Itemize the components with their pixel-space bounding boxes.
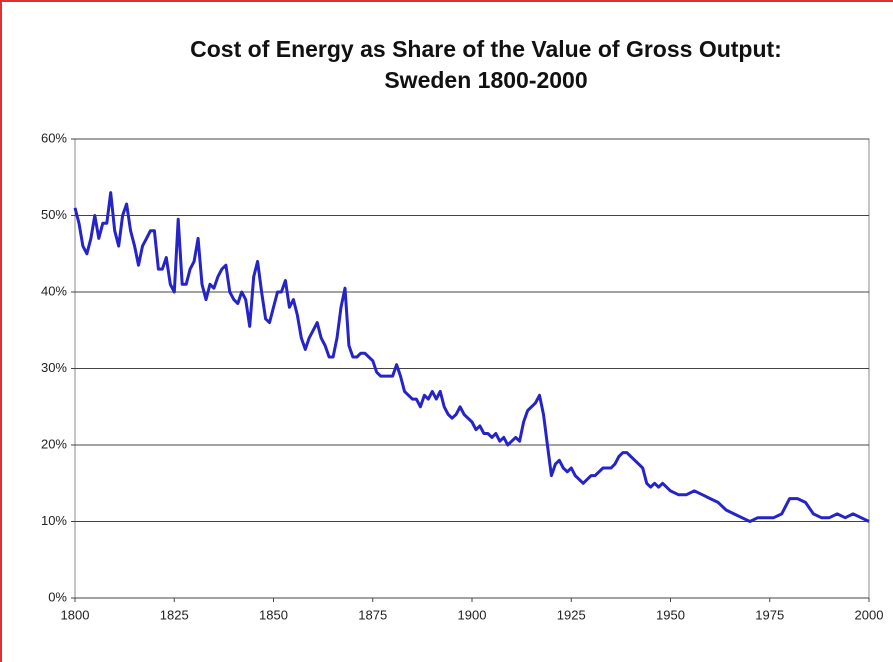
y-tick-label: 10% <box>41 513 67 528</box>
y-tick-label: 0% <box>48 589 67 604</box>
x-tick-label: 1800 <box>61 607 90 622</box>
chart-title: Cost of Energy as Share of the Value of … <box>190 36 782 93</box>
y-tick-label: 60% <box>41 130 67 145</box>
x-tick-label: 1950 <box>656 607 685 622</box>
x-tick-label: 1875 <box>358 607 387 622</box>
x-tick-label: 2000 <box>855 607 884 622</box>
y-tick-label: 20% <box>41 436 67 451</box>
y-tick-label: 40% <box>41 283 67 298</box>
y-tick-label: 50% <box>41 207 67 222</box>
x-tick-label: 1975 <box>755 607 784 622</box>
x-tick-label: 1925 <box>557 607 586 622</box>
x-tick-label: 1825 <box>160 607 189 622</box>
x-tick-label: 1900 <box>458 607 487 622</box>
x-tick-label: 1850 <box>259 607 288 622</box>
data-line <box>73 191 870 523</box>
y-tick-label: 30% <box>41 360 67 375</box>
